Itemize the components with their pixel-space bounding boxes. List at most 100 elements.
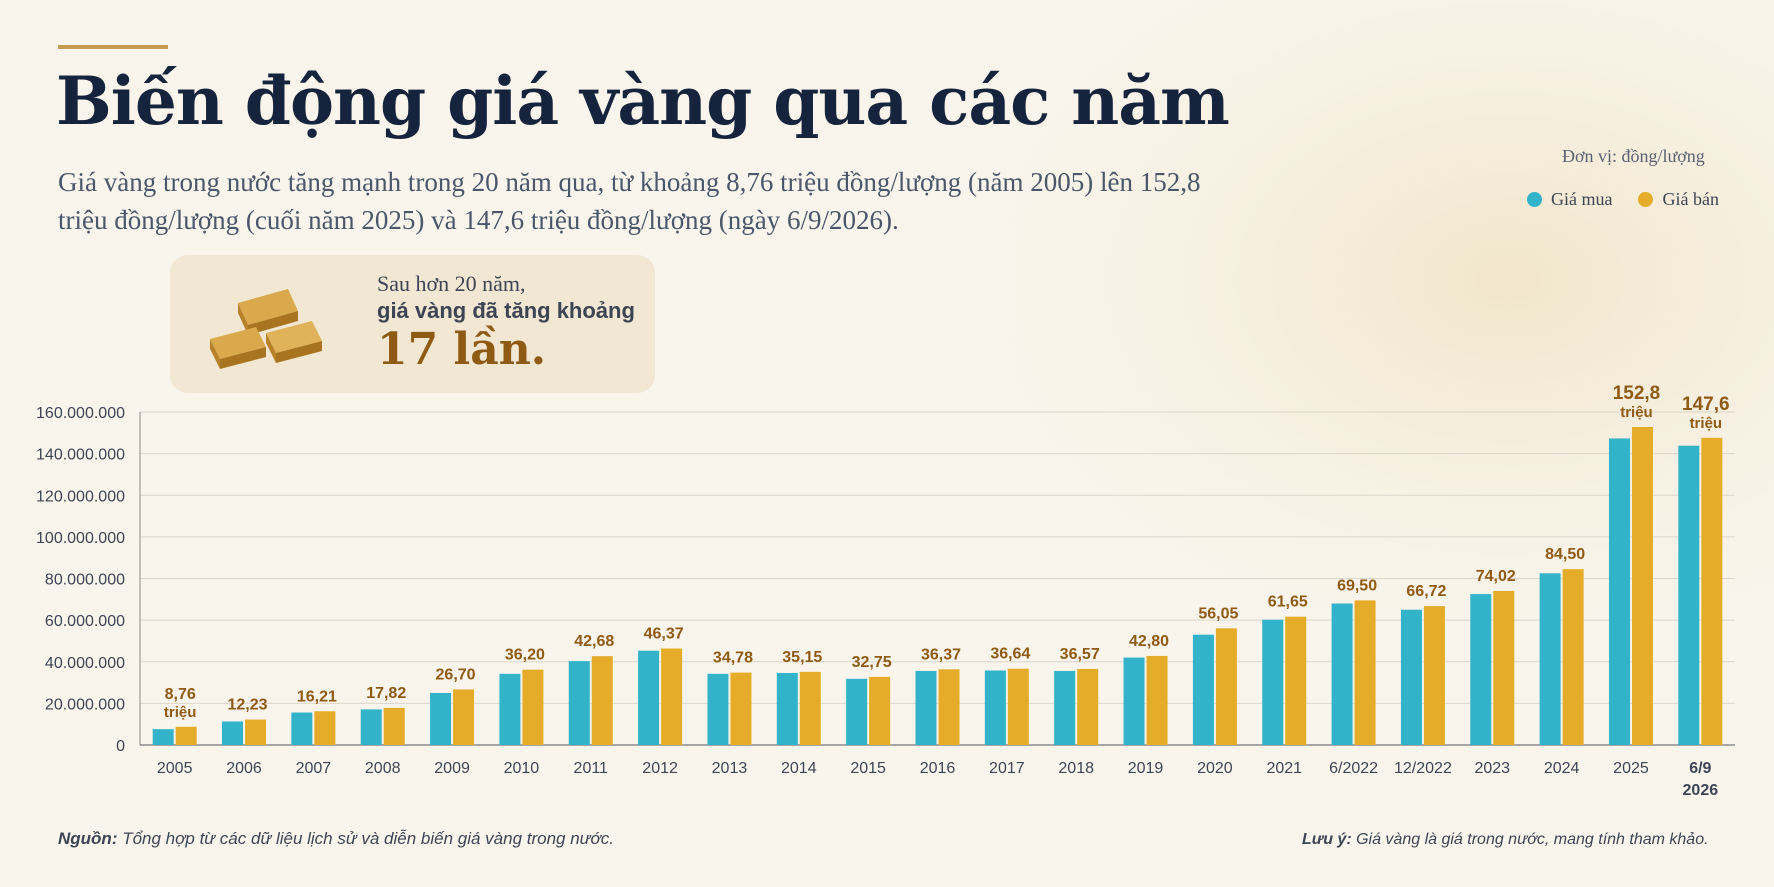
data-label: 56,05 bbox=[1198, 605, 1238, 622]
x-tick-label: 2007 bbox=[296, 760, 332, 777]
y-tick-label: 60.000.000 bbox=[45, 613, 125, 630]
bar-buy bbox=[638, 650, 660, 745]
bar-buy bbox=[291, 712, 313, 745]
x-tick-label: 2009 bbox=[434, 760, 470, 777]
x-tick-label: 2005 bbox=[157, 760, 193, 777]
data-label: 36,20 bbox=[505, 647, 545, 664]
page-subtitle: Giá vàng trong nước tăng mạnh trong 20 n… bbox=[58, 167, 1201, 235]
legend-item-sell: Giá bán bbox=[1638, 189, 1719, 210]
bar-buy bbox=[1262, 619, 1284, 745]
x-tick-label: 2019 bbox=[1128, 760, 1164, 777]
data-label: 17,82 bbox=[366, 685, 406, 702]
bar-buy bbox=[222, 721, 244, 745]
bar-sell bbox=[383, 707, 405, 745]
gold-bars-icon bbox=[210, 289, 322, 369]
bar-buy bbox=[984, 670, 1006, 745]
x-tick-label: 2011 bbox=[574, 760, 609, 777]
data-label: 152,8 bbox=[1613, 383, 1661, 404]
x-tick-label: 2010 bbox=[504, 760, 540, 777]
data-label: 36,57 bbox=[1060, 646, 1100, 663]
disclaimer-note: Lưu ý: Giá vàng là giá trong nước, mang … bbox=[1302, 831, 1709, 849]
chart-legend: Giá mua Giá bán bbox=[1527, 189, 1719, 210]
data-label: 16,21 bbox=[297, 688, 337, 705]
bar-sell bbox=[1562, 569, 1584, 745]
bar-sell bbox=[175, 726, 197, 745]
y-tick-label: 40.000.000 bbox=[45, 655, 125, 672]
legend-label-sell: Giá bán bbox=[1662, 189, 1719, 209]
y-tick-label: 100.000.000 bbox=[36, 530, 125, 547]
bar-sell bbox=[1285, 616, 1307, 745]
bar-buy bbox=[707, 673, 729, 745]
page-title: Biến động giá vàng qua các năm bbox=[56, 62, 1230, 140]
y-tick-label: 160.000.000 bbox=[36, 405, 125, 422]
data-label: 26,70 bbox=[436, 666, 476, 683]
callout-line-1: Sau hơn 20 năm, bbox=[377, 271, 526, 296]
x-tick-label: 2016 bbox=[920, 760, 956, 777]
x-tick-label: 6/2022 bbox=[1329, 760, 1378, 777]
x-tick-label: 2015 bbox=[850, 760, 886, 777]
data-label: 61,65 bbox=[1268, 594, 1308, 611]
bar-buy bbox=[360, 709, 382, 745]
data-label: 46,37 bbox=[644, 625, 684, 642]
y-tick-label: 0 bbox=[116, 738, 125, 755]
bar-buy bbox=[1400, 609, 1422, 745]
bar-buy bbox=[568, 661, 590, 745]
bar-sell bbox=[1215, 628, 1237, 745]
bar-buy bbox=[152, 729, 174, 745]
bar-sell bbox=[938, 669, 960, 745]
note-text: Giá vàng là giá trong nước, mang tính th… bbox=[1351, 831, 1709, 848]
x-tick-label: 2020 bbox=[1197, 760, 1233, 777]
y-tick-label: 140.000.000 bbox=[36, 447, 125, 464]
bar-sell bbox=[1146, 655, 1168, 745]
data-label: 42,68 bbox=[574, 633, 614, 650]
source-label: Nguồn: bbox=[58, 829, 118, 848]
bar-sell bbox=[314, 711, 336, 745]
bar-buy bbox=[846, 678, 868, 745]
bar-buy bbox=[430, 692, 452, 745]
x-tick-label: 2014 bbox=[781, 760, 817, 777]
x-tick-label: 2013 bbox=[712, 760, 748, 777]
bar-sell bbox=[1423, 606, 1445, 745]
x-tick-label: 2006 bbox=[226, 760, 262, 777]
x-tick-label: 2017 bbox=[989, 760, 1025, 777]
data-label: 34,78 bbox=[713, 650, 753, 667]
x-tick-label: 2008 bbox=[365, 760, 401, 777]
bar-buy bbox=[1470, 594, 1492, 745]
bar-sell bbox=[1701, 437, 1723, 745]
data-label: 36,37 bbox=[921, 646, 961, 663]
callout-highlight: 17 lần. bbox=[377, 324, 547, 375]
data-label: 66,72 bbox=[1406, 583, 1446, 600]
data-label: triệu bbox=[1690, 415, 1723, 432]
accent-line bbox=[58, 45, 168, 49]
bar-buy bbox=[1678, 445, 1700, 745]
legend-item-buy: Giá mua bbox=[1527, 189, 1612, 210]
bar-sell bbox=[522, 669, 544, 745]
callout-box: Sau hơn 20 năm, giá vàng đã tăng khoảng … bbox=[170, 255, 655, 393]
data-label: triệu bbox=[1620, 404, 1653, 421]
source-text: Tổng hợp từ các dữ liệu lịch sử và diễn … bbox=[117, 829, 614, 848]
x-tick-label: 2012 bbox=[642, 760, 678, 777]
data-label: 147,6 bbox=[1682, 394, 1730, 415]
bar-buy bbox=[1608, 438, 1630, 745]
bar-buy bbox=[1539, 573, 1561, 745]
y-tick-label: 20.000.000 bbox=[45, 696, 125, 713]
bar-buy bbox=[499, 673, 521, 745]
x-tick-label: 6/9 bbox=[1689, 760, 1711, 777]
bar-buy bbox=[1123, 657, 1145, 745]
data-label: 12,23 bbox=[227, 697, 267, 714]
bar-sell bbox=[661, 648, 683, 745]
bar-sell bbox=[730, 672, 752, 745]
bar-buy bbox=[1331, 603, 1353, 745]
x-tick-label: 12/2022 bbox=[1394, 760, 1452, 777]
legend-label-buy: Giá mua bbox=[1551, 189, 1613, 209]
callout-line-2: giá vàng đã tăng khoảng bbox=[377, 298, 635, 323]
bar-sell bbox=[1493, 590, 1515, 745]
data-label: 84,50 bbox=[1545, 546, 1585, 563]
note-label: Lưu ý: bbox=[1302, 831, 1352, 848]
bar-buy bbox=[915, 670, 937, 745]
bar-buy bbox=[1192, 634, 1214, 745]
x-tick-label: 2024 bbox=[1544, 760, 1580, 777]
source-note: Nguồn: Tổng hợp từ các dữ liệu lịch sử v… bbox=[58, 829, 614, 849]
legend-swatch-sell bbox=[1638, 192, 1654, 207]
